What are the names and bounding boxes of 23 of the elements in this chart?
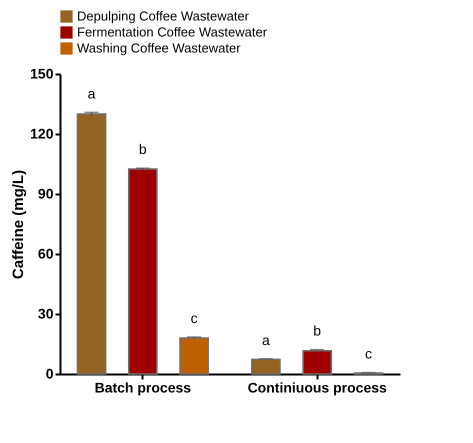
data-label: a: [262, 332, 270, 348]
data-label: b: [138, 141, 147, 158]
bar: [179, 337, 209, 375]
legend-label: Depulping Coffee Wastewater: [77, 8, 250, 24]
data-label: b: [313, 322, 322, 339]
data-label: c: [364, 346, 372, 362]
y-tick-label: 120: [30, 126, 54, 142]
bar: [128, 168, 158, 375]
data-label: a: [88, 85, 96, 102]
y-tick-label: 150: [30, 66, 54, 82]
x-tick-label: Batch process: [94, 380, 192, 396]
data-label: c: [190, 310, 198, 326]
y-tick-label: 90: [38, 186, 54, 202]
y-tick-label: 60: [38, 246, 54, 262]
legend-label: Washing Coffee Wastewater: [77, 40, 242, 56]
legend-label: Fermentation Coffee Wastewater: [77, 24, 268, 40]
y-tick-label: 0: [46, 366, 54, 382]
y-axis-title: Caffeine (mg/L): [10, 170, 28, 280]
bar: [302, 350, 332, 375]
bar: [76, 113, 106, 375]
x-tick-label: Continiuous process: [248, 380, 388, 396]
y-tick-label: 30: [38, 306, 54, 322]
bar: [251, 358, 281, 375]
